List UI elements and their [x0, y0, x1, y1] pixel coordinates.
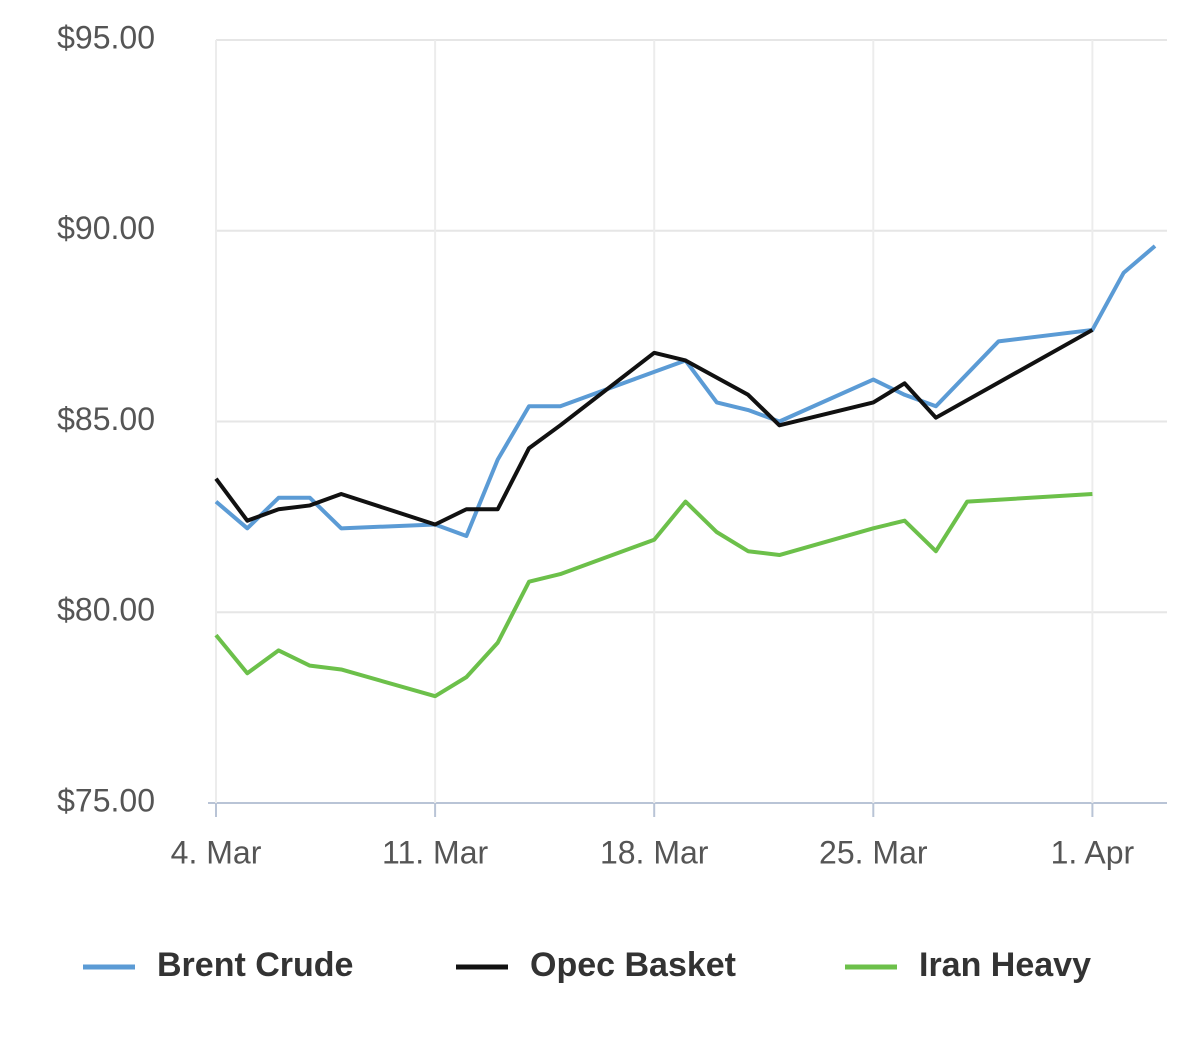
x-tick-label: 25. Mar — [819, 834, 928, 870]
x-tick-label: 18. Mar — [600, 834, 709, 870]
line-series — [214, 328, 1094, 527]
x-tick-label: 4. Mar — [171, 834, 262, 870]
y-tick-label: $75.00 — [57, 782, 155, 818]
line-series — [214, 491, 1093, 699]
legend-label: Iran Heavy — [919, 946, 1091, 984]
y-tick-label: $85.00 — [57, 401, 155, 437]
legend-label: Brent Crude — [157, 946, 353, 984]
y-tick-label: $95.00 — [57, 19, 155, 55]
x-tick-label: 11. Mar — [382, 834, 488, 870]
legend-label: Opec Basket — [530, 946, 736, 984]
line-series — [214, 244, 1157, 538]
x-tick-label: 1. Apr — [1051, 834, 1135, 870]
y-tick-label: $90.00 — [57, 210, 155, 246]
y-tick-label: $80.00 — [57, 592, 155, 628]
